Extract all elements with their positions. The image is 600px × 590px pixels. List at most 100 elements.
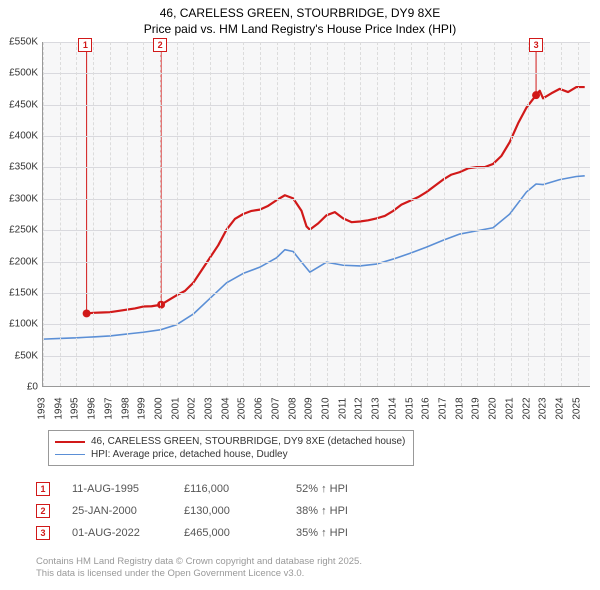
- event-date: 25-JAN-2000: [72, 505, 162, 517]
- chart-area: £0£50K£100K£150K£200K£250K£300K£350K£400…: [0, 42, 600, 422]
- y-tick-label: £250K: [0, 225, 38, 236]
- event-row: 2 25-JAN-2000 £130,000 38% ↑ HPI: [36, 500, 348, 522]
- gridline-v: [177, 42, 178, 386]
- gridline-h: [43, 73, 590, 74]
- y-tick-label: £100K: [0, 319, 38, 330]
- gridline-v: [43, 42, 44, 386]
- gridline-h: [43, 293, 590, 294]
- chart-title: 46, CARELESS GREEN, STOURBRIDGE, DY9 8XE…: [0, 0, 600, 37]
- y-tick-label: £0: [0, 382, 38, 393]
- legend-row: HPI: Average price, detached house, Dudl…: [55, 448, 405, 461]
- footer-line1: Contains HM Land Registry data © Crown c…: [36, 556, 362, 568]
- gridline-v: [310, 42, 311, 386]
- x-tick-label: 2013: [371, 397, 382, 419]
- event-number: 1: [36, 482, 50, 496]
- event-number: 2: [36, 504, 50, 518]
- event-hpi: 38% ↑ HPI: [296, 505, 348, 517]
- x-tick-label: 1994: [53, 397, 64, 419]
- y-tick-label: £50K: [0, 350, 38, 361]
- x-tick-label: 2001: [170, 397, 181, 419]
- gridline-v: [60, 42, 61, 386]
- legend-row: 46, CARELESS GREEN, STOURBRIDGE, DY9 8XE…: [55, 435, 405, 448]
- event-number: 3: [36, 526, 50, 540]
- x-tick-label: 2019: [471, 397, 482, 419]
- gridline-v: [93, 42, 94, 386]
- gridline-v: [494, 42, 495, 386]
- chart-container: 46, CARELESS GREEN, STOURBRIDGE, DY9 8XE…: [0, 0, 600, 590]
- gridline-v: [160, 42, 161, 386]
- gridline-v: [294, 42, 295, 386]
- y-tick-label: £350K: [0, 162, 38, 173]
- gridline-v: [243, 42, 244, 386]
- gridline-v: [461, 42, 462, 386]
- gridline-v: [127, 42, 128, 386]
- gridline-h: [43, 262, 590, 263]
- event-row: 3 01-AUG-2022 £465,000 35% ↑ HPI: [36, 522, 348, 544]
- x-tick-label: 2018: [454, 397, 465, 419]
- x-tick-label: 2010: [321, 397, 332, 419]
- x-tick-label: 2009: [304, 397, 315, 419]
- x-tick-label: 2024: [554, 397, 565, 419]
- x-tick-label: 2025: [571, 397, 582, 419]
- x-tick-label: 2016: [421, 397, 432, 419]
- x-tick-label: 2002: [187, 397, 198, 419]
- legend-label: HPI: Average price, detached house, Dudl…: [91, 449, 288, 460]
- gridline-h: [43, 136, 590, 137]
- events-table: 111-AUG-1995£116,00052% ↑ HPI225-JAN-200…: [36, 478, 348, 544]
- gridline-v: [444, 42, 445, 386]
- x-tick-label: 2011: [337, 398, 348, 420]
- x-tick-label: 2015: [404, 397, 415, 419]
- plot-area: [42, 42, 590, 387]
- gridline-v: [193, 42, 194, 386]
- x-tick-label: 1996: [87, 397, 98, 419]
- gridline-v: [110, 42, 111, 386]
- marker-number-box: 3: [529, 38, 543, 52]
- x-tick-label: 2006: [254, 397, 265, 419]
- line-svg: [43, 42, 590, 386]
- legend-swatch: [55, 454, 85, 455]
- x-tick-label: 2005: [237, 397, 248, 419]
- x-tick-label: 2014: [387, 397, 398, 419]
- event-date: 11-AUG-1995: [72, 483, 162, 495]
- y-tick-label: £550K: [0, 37, 38, 48]
- y-tick-label: £300K: [0, 193, 38, 204]
- event-row: 111-AUG-1995£116,00052% ↑ HPI: [36, 478, 348, 500]
- gridline-v: [143, 42, 144, 386]
- x-tick-label: 2022: [521, 397, 532, 419]
- x-tick-label: 2000: [153, 397, 164, 419]
- legend-swatch: [55, 441, 85, 443]
- x-tick-label: 1993: [37, 397, 48, 419]
- x-tick-label: 2020: [488, 397, 499, 419]
- gridline-h: [43, 42, 590, 43]
- x-tick-label: 1995: [70, 397, 81, 419]
- x-tick-label: 2017: [437, 397, 448, 419]
- x-tick-label: 2023: [538, 397, 549, 419]
- marker-number-box: 1: [78, 38, 92, 52]
- gridline-v: [544, 42, 545, 386]
- event-price: £130,000: [184, 505, 274, 517]
- gridline-h: [43, 324, 590, 325]
- marker-number-box: 2: [153, 38, 167, 52]
- gridline-h: [43, 356, 590, 357]
- marker-dot: [157, 301, 165, 309]
- gridline-v: [360, 42, 361, 386]
- x-tick-label: 1999: [137, 397, 148, 419]
- x-tick-label: 2021: [504, 397, 515, 419]
- legend-label: 46, CARELESS GREEN, STOURBRIDGE, DY9 8XE…: [91, 436, 405, 447]
- title-address: 46, CARELESS GREEN, STOURBRIDGE, DY9 8XE: [0, 6, 600, 22]
- y-tick-label: £400K: [0, 131, 38, 142]
- x-tick-label: 2007: [270, 397, 281, 419]
- gridline-h: [43, 167, 590, 168]
- event-price: £465,000: [184, 527, 274, 539]
- footer-attribution: Contains HM Land Registry data © Crown c…: [36, 556, 362, 580]
- event-hpi: 35% ↑ HPI: [296, 527, 348, 539]
- gridline-v: [477, 42, 478, 386]
- event-hpi: 52% ↑ HPI: [296, 483, 348, 495]
- event-date: 01-AUG-2022: [72, 527, 162, 539]
- gridline-v: [76, 42, 77, 386]
- marker-dot: [532, 91, 540, 99]
- x-tick-label: 2008: [287, 397, 298, 419]
- series-line: [43, 176, 584, 339]
- y-tick-label: £200K: [0, 256, 38, 267]
- gridline-v: [528, 42, 529, 386]
